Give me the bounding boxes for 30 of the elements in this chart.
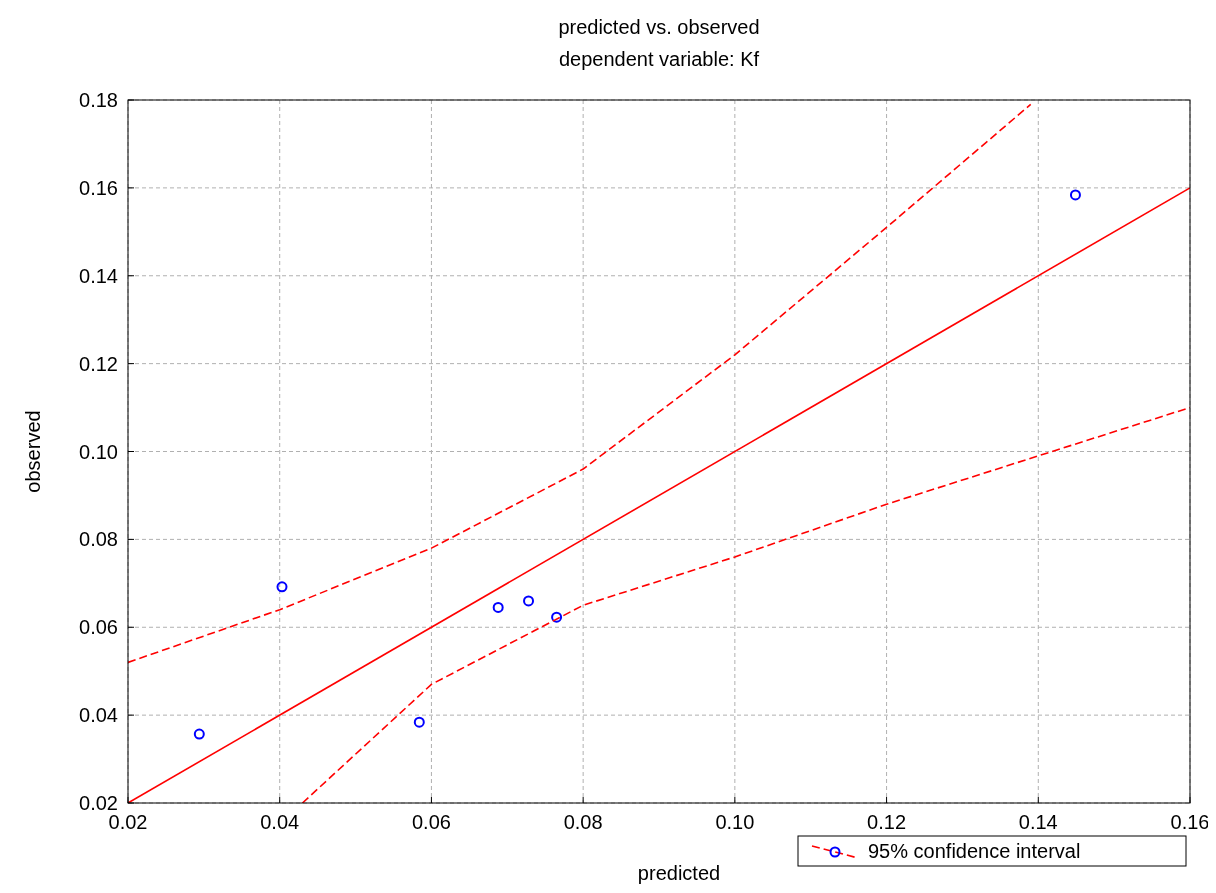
point <box>276 581 288 593</box>
y-tick-label: 0.08 <box>79 528 118 551</box>
x-tick-label: 0.12 <box>867 811 907 833</box>
y-axis-title: observed <box>22 410 44 493</box>
y-tick-label: 0.06 <box>79 616 118 639</box>
x-tick-label: 0.08 <box>563 811 603 833</box>
y-tick-label: 0.04 <box>79 704 118 727</box>
chart-title: predicted vs. observed <box>558 16 760 38</box>
line-series <box>128 103 1032 664</box>
y-tick-label: 0.02 <box>79 792 118 814</box>
point <box>492 601 504 613</box>
x-tick-label: 0.14 <box>1018 811 1058 833</box>
y-tick-label: 0.12 <box>79 352 118 375</box>
point <box>1069 189 1081 201</box>
x-tick-label: 0.06 <box>411 811 451 833</box>
x-tick-label: 0.10 <box>715 811 755 833</box>
point <box>413 716 425 728</box>
x-tick-label: 0.04 <box>260 811 300 833</box>
point <box>523 595 535 607</box>
y-tick-label: 0.18 <box>79 89 118 111</box>
x-tick-label: 0.16 <box>1170 811 1210 833</box>
legend-label: 95% confidence interval <box>868 840 1081 862</box>
y-tick-label: 0.16 <box>79 176 118 199</box>
chart-subtitle: dependent variable: Kf <box>558 48 760 70</box>
point <box>551 611 563 623</box>
point <box>193 728 205 740</box>
y-tick-label: 0.10 <box>79 440 118 463</box>
x-tick-label: 0.02 <box>108 811 148 833</box>
x-axis-title: predicted <box>637 862 721 884</box>
y-tick-label: 0.14 <box>79 264 118 287</box>
